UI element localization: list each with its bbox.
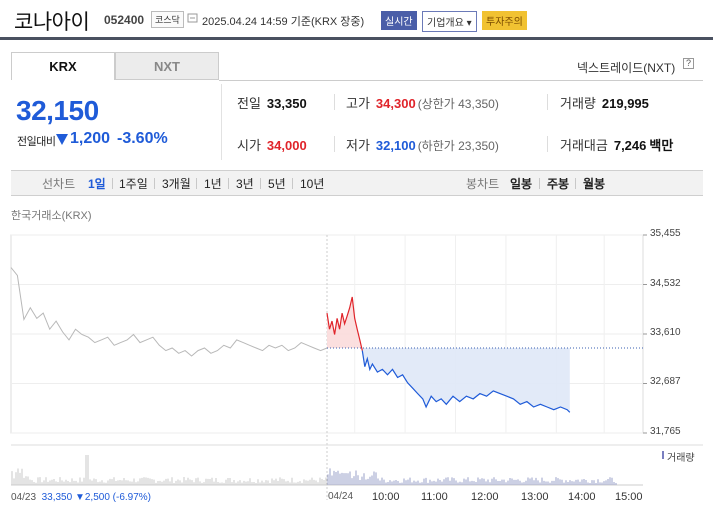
- stock-name: 코나아이: [14, 11, 90, 34]
- chart-source: 한국거래소(KRX): [11, 210, 92, 222]
- period-sep: [539, 178, 540, 189]
- stat-high: 고가 34,300 (상한가 43,350): [346, 96, 499, 111]
- x-tick-label: 15:00: [615, 491, 643, 503]
- volume-legend-mark: [662, 451, 664, 459]
- period-1w[interactable]: 1주일: [119, 177, 148, 191]
- stat-volume: 거래량 219,995: [560, 96, 649, 111]
- period-sep: [292, 178, 293, 189]
- period-sep: [154, 178, 155, 189]
- period-3y[interactable]: 3년: [236, 177, 254, 191]
- y-tick-label: 32,687: [650, 376, 681, 387]
- period-sep: [575, 178, 576, 189]
- period-10y[interactable]: 10년: [300, 177, 325, 191]
- quote-divider: [221, 84, 222, 160]
- y-tick-label: 31,765: [650, 426, 681, 437]
- market-badge: 코스닥: [151, 11, 184, 28]
- period-sep: [228, 178, 229, 189]
- candle-chart-label: 봉차트: [466, 177, 500, 191]
- investment-caution-badge: 투자주의: [482, 11, 527, 30]
- y-tick-label: 34,532: [650, 278, 681, 289]
- tab-krx[interactable]: KRX: [11, 52, 115, 80]
- candle-weekly[interactable]: 주봉: [547, 177, 570, 191]
- stat-open: 시가 34,000: [237, 138, 307, 153]
- y-tick-label: 35,455: [650, 228, 681, 239]
- stat-divider: [334, 94, 335, 110]
- exchange-tabs: KRX NXT: [11, 52, 219, 80]
- stat-divider: [547, 94, 548, 110]
- period-5y[interactable]: 5년: [268, 177, 286, 191]
- datetime-basis: 2025.04.24 14:59 기준(KRX 장중): [202, 16, 365, 28]
- change-percent: -3.60%: [117, 130, 168, 147]
- period-1d[interactable]: 1일: [88, 177, 106, 191]
- period-sep: [112, 178, 113, 189]
- chart-period-bar: 선차트 1일 1주일 3개월 1년 3년 5년 10년 봉차트 일봉 주봉 월봉: [11, 170, 703, 196]
- down-triangle-icon: [56, 134, 68, 145]
- refresh-icon[interactable]: [187, 12, 199, 24]
- realtime-badge[interactable]: 실시간: [381, 11, 417, 30]
- x-tick-label: 10:00: [372, 491, 400, 503]
- change-value: 1,200: [70, 130, 111, 147]
- company-overview-dropdown[interactable]: 기업개요 ▾: [422, 11, 477, 32]
- period-sep: [196, 178, 197, 189]
- stat-prev-close: 전일 33,350: [237, 96, 307, 111]
- x-tick-label: 11:00: [421, 491, 448, 503]
- stock-header: 코나아이 052400 코스닥 2025.04.24 14:59 기준(KRX …: [0, 0, 713, 40]
- stat-amount: 거래대금 7,246 백만: [560, 138, 674, 153]
- x-tick-label: 14:00: [568, 491, 596, 503]
- change-label: 전일대비: [17, 136, 56, 148]
- stat-divider: [547, 136, 548, 152]
- down-area: [362, 347, 570, 413]
- nextrade-link[interactable]: 넥스트레이드(NXT): [577, 61, 676, 75]
- period-sep: [260, 178, 261, 189]
- today-up-line: [326, 296, 363, 351]
- stat-low: 저가 32,100 (하한가 23,350): [346, 138, 499, 153]
- x-tick-label: 13:00: [521, 491, 549, 503]
- help-icon[interactable]: ?: [683, 58, 694, 69]
- tab-divider: [219, 80, 703, 81]
- period-3m[interactable]: 3개월: [162, 177, 191, 191]
- prev-day-summary: 04/23 33,350 ▼2,500 (-6.97%): [11, 492, 152, 503]
- tab-nxt[interactable]: NXT: [115, 52, 219, 80]
- line-chart-label: 선차트: [42, 177, 76, 191]
- previous-day-line: [10, 267, 328, 357]
- volume-legend-label: 거래량: [667, 453, 695, 464]
- x-tick-label: 12:00: [471, 491, 499, 503]
- y-tick-label: 33,610: [650, 327, 681, 338]
- today-down-line: [361, 350, 571, 413]
- stock-code: 052400: [104, 13, 145, 27]
- x-date-label: 04/24: [328, 491, 354, 502]
- current-price: 32,150: [16, 95, 99, 126]
- candle-monthly[interactable]: 월봉: [583, 177, 606, 191]
- period-1y[interactable]: 1년: [204, 177, 222, 191]
- stat-divider: [334, 136, 335, 152]
- candle-daily[interactable]: 일봉: [510, 177, 533, 191]
